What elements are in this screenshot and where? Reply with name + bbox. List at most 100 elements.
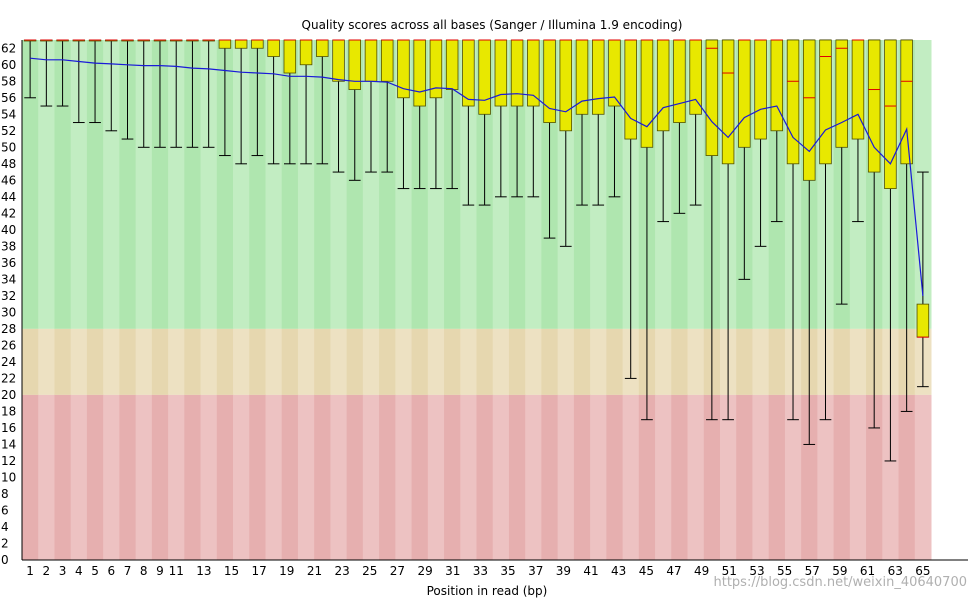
box-item <box>332 39 345 173</box>
x-tick-label: 8 <box>140 564 148 578</box>
band-good-segment <box>314 40 331 329</box>
iqr-box <box>218 39 232 49</box>
iqr-box <box>656 39 670 132</box>
box-item <box>169 39 183 148</box>
band-good-segment <box>151 40 169 329</box>
x-tick-label: 53 <box>749 564 764 578</box>
box-item <box>316 39 329 165</box>
x-tick-label: 5 <box>91 564 99 578</box>
band-reasonable-segment <box>151 328 169 395</box>
box-item <box>494 39 508 198</box>
band-poor-segment <box>606 394 624 560</box>
band-poor-segment <box>525 394 542 560</box>
band-poor-segment <box>346 394 364 560</box>
band-good-segment <box>70 40 88 329</box>
band-poor-segment <box>914 394 932 560</box>
y-tick-label: 56 <box>1 91 16 105</box>
iqr-box <box>478 39 491 115</box>
band-good-segment <box>265 40 283 329</box>
axes <box>21 40 968 561</box>
iqr-box <box>299 39 313 66</box>
iqr-box <box>705 39 719 156</box>
iqr-box <box>867 39 881 173</box>
y-tick-label: 28 <box>1 322 16 336</box>
box-item <box>527 39 540 198</box>
band-good-segment <box>54 40 72 329</box>
box-item <box>56 39 69 107</box>
band-poor-segment <box>784 394 802 560</box>
band-poor-segment <box>638 394 656 560</box>
x-tick-label: 39 <box>556 564 571 578</box>
band-poor-segment <box>395 394 413 560</box>
iqr-box <box>413 39 426 107</box>
box-item <box>105 39 118 132</box>
box-series <box>23 39 930 462</box>
band-poor-segment <box>330 394 348 560</box>
y-tick-label: 26 <box>1 338 16 352</box>
y-tick-label: 14 <box>1 437 16 451</box>
x-tick-label: 59 <box>832 564 847 578</box>
band-poor-segment <box>265 394 283 560</box>
y-tick-label: 34 <box>1 272 16 286</box>
band-reasonable-segment <box>233 328 250 395</box>
x-tick-label: 35 <box>500 564 515 578</box>
iqr-box <box>754 39 767 140</box>
box-item <box>754 39 767 247</box>
band-poor-segment <box>411 394 429 560</box>
x-tick-label: 33 <box>473 564 488 578</box>
y-axis-ticks: 0246810121416182022242628303234363840424… <box>1 41 16 567</box>
box-item <box>397 39 410 190</box>
band-poor-segment <box>86 394 104 560</box>
x-tick-label: 27 <box>390 564 405 578</box>
box-item <box>234 39 248 165</box>
band-poor-segment <box>476 394 494 560</box>
x-tick-label: 1 <box>26 564 34 578</box>
box-item <box>510 39 524 198</box>
x-tick-label: 43 <box>611 564 626 578</box>
iqr-box <box>283 39 297 74</box>
band-poor-segment <box>151 394 169 560</box>
x-tick-label: 3 <box>59 564 67 578</box>
box-item <box>267 39 280 165</box>
box-item <box>251 39 264 157</box>
band-reasonable-segment <box>135 328 153 395</box>
band-good-segment <box>233 40 250 329</box>
band-good-segment <box>103 40 120 329</box>
band-poor-segment <box>281 394 299 560</box>
band-reasonable-segment <box>508 328 526 395</box>
band-good-segment <box>22 40 39 329</box>
x-tick-label: 63 <box>888 564 903 578</box>
band-good-segment <box>184 40 202 329</box>
quality-bands <box>22 40 932 560</box>
iqr-box <box>851 39 865 140</box>
band-reasonable-segment <box>330 328 348 395</box>
band-reasonable-segment <box>768 328 786 395</box>
band-good-segment <box>135 40 153 329</box>
y-tick-label: 6 <box>1 503 9 517</box>
band-poor-segment <box>736 394 753 560</box>
band-poor-segment <box>379 394 396 560</box>
band-reasonable-segment <box>216 328 234 395</box>
box-item <box>429 39 443 190</box>
band-good-segment <box>330 40 348 329</box>
box-item <box>867 39 881 429</box>
band-good-segment <box>362 40 380 329</box>
y-tick-label: 18 <box>1 404 16 418</box>
band-poor-segment <box>703 394 721 560</box>
y-tick-label: 62 <box>1 41 16 55</box>
y-tick-label: 38 <box>1 239 16 253</box>
x-tick-label: 45 <box>639 564 654 578</box>
iqr-box <box>527 39 540 107</box>
iqr-box <box>640 39 654 148</box>
band-reasonable-segment <box>168 328 185 395</box>
iqr-box <box>689 39 702 115</box>
box-item <box>543 39 556 239</box>
iqr-box <box>267 39 280 57</box>
x-tick-label: 7 <box>124 564 132 578</box>
band-reasonable-segment <box>297 328 315 395</box>
iqr-box <box>234 39 248 49</box>
band-poor-segment <box>898 394 916 560</box>
box-item <box>770 39 784 223</box>
band-poor-segment <box>671 394 689 560</box>
x-tick-label: 17 <box>252 564 267 578</box>
